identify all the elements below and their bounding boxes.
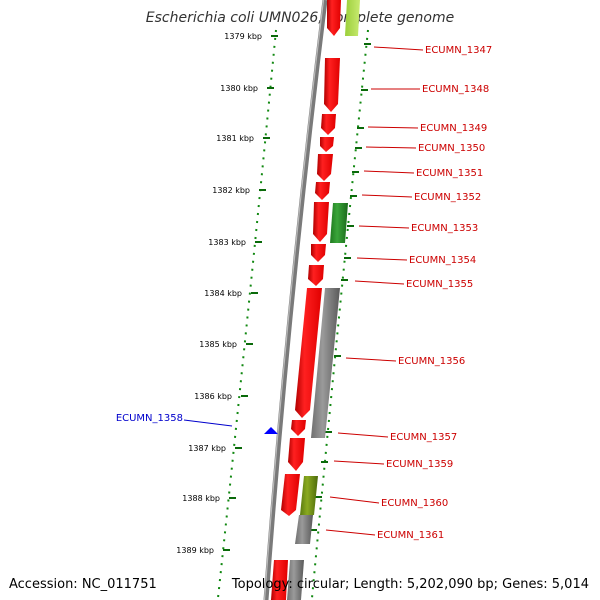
cds-arrow[interactable] xyxy=(321,114,336,135)
leader-line xyxy=(373,46,424,51)
label-leaders xyxy=(183,46,424,536)
leader-line xyxy=(354,280,405,285)
cds-block[interactable] xyxy=(295,515,313,544)
cds-arrow[interactable] xyxy=(315,182,330,200)
forward-strand-features xyxy=(271,0,341,600)
ruler-line xyxy=(217,29,277,599)
backbone-highlight xyxy=(263,0,325,600)
tick-label: 1387 kbp xyxy=(188,444,226,453)
leader-line xyxy=(365,146,417,149)
tick-label: 1389 kbp xyxy=(176,546,214,555)
cds-block[interactable] xyxy=(300,476,318,515)
gene-label[interactable]: ECUMN_1351 xyxy=(416,168,483,179)
cds-arrow[interactable] xyxy=(317,154,333,181)
reverse-strand-features xyxy=(287,0,360,600)
cds-arrow[interactable] xyxy=(313,202,329,242)
tick-label: 1379 kbp xyxy=(224,32,262,41)
cds-block[interactable] xyxy=(345,0,360,36)
cds-arrow[interactable] xyxy=(311,244,326,262)
cds-arrow[interactable] xyxy=(320,137,334,152)
gene-label[interactable]: ECUMN_1357 xyxy=(390,432,457,443)
cds-arrow[interactable] xyxy=(295,288,322,418)
cds-arrow[interactable] xyxy=(308,265,324,286)
leader-line xyxy=(329,496,380,504)
gene-label[interactable]: ECUMN_1353 xyxy=(411,223,478,234)
tick-label: 1384 kbp xyxy=(204,289,242,298)
cds-arrow[interactable] xyxy=(281,474,300,516)
backbone-line xyxy=(263,0,328,600)
gene-label[interactable]: ECUMN_1356 xyxy=(398,356,465,367)
gene-label[interactable]: ECUMN_1355 xyxy=(406,279,473,290)
gene-label[interactable]: ECUMN_1347 xyxy=(425,45,492,56)
tick-group: 1379 kbp 1380 kbp 1381 kbp 1382 kbp 1383 kbp… xyxy=(176,32,371,555)
cds-arrow[interactable] xyxy=(327,0,341,36)
cds-block[interactable] xyxy=(311,288,340,438)
tick-label: 1382 kbp xyxy=(212,186,250,195)
outer-track-line xyxy=(311,29,369,599)
tick-label: 1388 kbp xyxy=(182,494,220,503)
leader-line xyxy=(363,170,415,174)
gene-label[interactable]: ECUMN_1348 xyxy=(422,84,489,95)
map-title: Escherichia coli UMN026, complete genome xyxy=(145,10,455,26)
gene-label[interactable]: ECUMN_1359 xyxy=(386,459,453,470)
tick-label: 1381 kbp xyxy=(216,134,254,143)
leader-line xyxy=(356,257,408,261)
gene-labels: ECUMN_1347 ECUMN_1348 ECUMN_1349 ECUMN_1350… xyxy=(116,45,492,541)
tick-label: 1380 kbp xyxy=(220,84,258,93)
gene-label[interactable]: ECUMN_1352 xyxy=(414,192,481,203)
leader-line xyxy=(358,225,410,229)
gene-label[interactable]: ECUMN_1360 xyxy=(381,498,448,509)
leader-line xyxy=(183,419,233,427)
tick-label: 1383 kbp xyxy=(208,238,246,247)
cds-block[interactable] xyxy=(330,203,348,243)
leader-line xyxy=(361,194,413,198)
leader-line xyxy=(325,529,376,536)
leader-line xyxy=(337,432,389,438)
gene-label[interactable]: ECUMN_1350 xyxy=(418,143,485,154)
marker-triangle-icon[interactable] xyxy=(264,427,278,434)
cds-arrow[interactable] xyxy=(271,560,288,600)
cds-block[interactable] xyxy=(287,560,304,600)
gene-label[interactable]: ECUMN_1354 xyxy=(409,255,476,266)
cds-arrow[interactable] xyxy=(324,58,340,112)
gene-label[interactable]: ECUMN_1361 xyxy=(377,530,444,541)
genome-summary-text: Topology: circular; Length: 5,202,090 bp… xyxy=(231,577,589,592)
leader-line xyxy=(367,126,419,129)
tick-label: 1385 kbp xyxy=(199,340,237,349)
accession-text: Accession: NC_011751 xyxy=(9,577,157,592)
gene-label[interactable]: ECUMN_1358 xyxy=(116,413,183,424)
cds-arrow[interactable] xyxy=(288,438,305,471)
leader-line xyxy=(345,357,397,362)
gene-label[interactable]: ECUMN_1349 xyxy=(420,123,487,134)
tick-label: 1386 kbp xyxy=(194,392,232,401)
cds-arrow[interactable] xyxy=(291,420,306,436)
leader-line xyxy=(333,460,385,465)
